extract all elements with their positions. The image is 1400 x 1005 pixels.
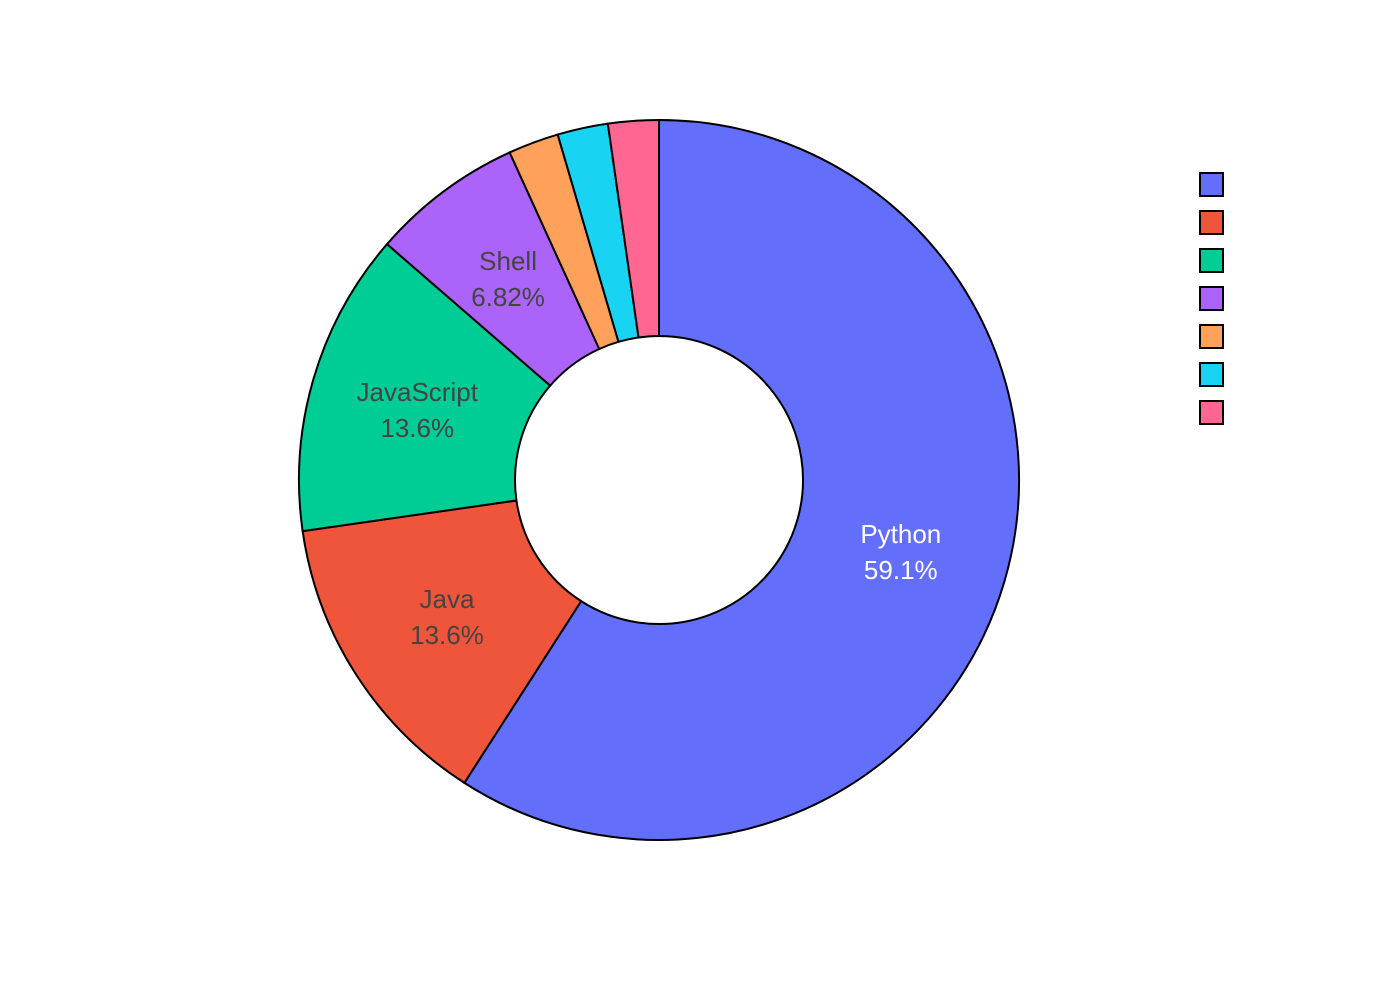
slice-labels: Python 59.1% Java 13.6% JavaScript 13.6% Shell… [357,246,942,650]
slice-javascript[interactable] [298,242,552,533]
legend-swatch-1[interactable] [1199,172,1224,197]
legend-swatch-6[interactable] [1199,362,1224,387]
slice-java[interactable] [301,499,583,785]
legend [1199,172,1224,425]
legend-swatch-7[interactable] [1199,400,1224,425]
legend-swatch-3[interactable] [1199,248,1224,273]
slice-value-python: 59.1% [864,555,938,585]
slice-python[interactable] [463,118,1021,841]
slice-slice-7[interactable] [606,118,660,339]
legend-swatch-4[interactable] [1199,286,1224,311]
slices [298,118,1021,841]
legend-swatch-2[interactable] [1199,210,1224,235]
slice-value-javascript: 13.6% [380,413,454,443]
slice-label-shell: Shell [479,246,537,276]
slice-label-java: Java [420,584,475,614]
slice-label-javascript: JavaScript [357,377,479,407]
legend-swatch-5[interactable] [1199,324,1224,349]
slice-value-shell: 6.82% [471,282,545,312]
slice-label-python: Python [860,519,941,549]
slice-value-java: 13.6% [410,620,484,650]
